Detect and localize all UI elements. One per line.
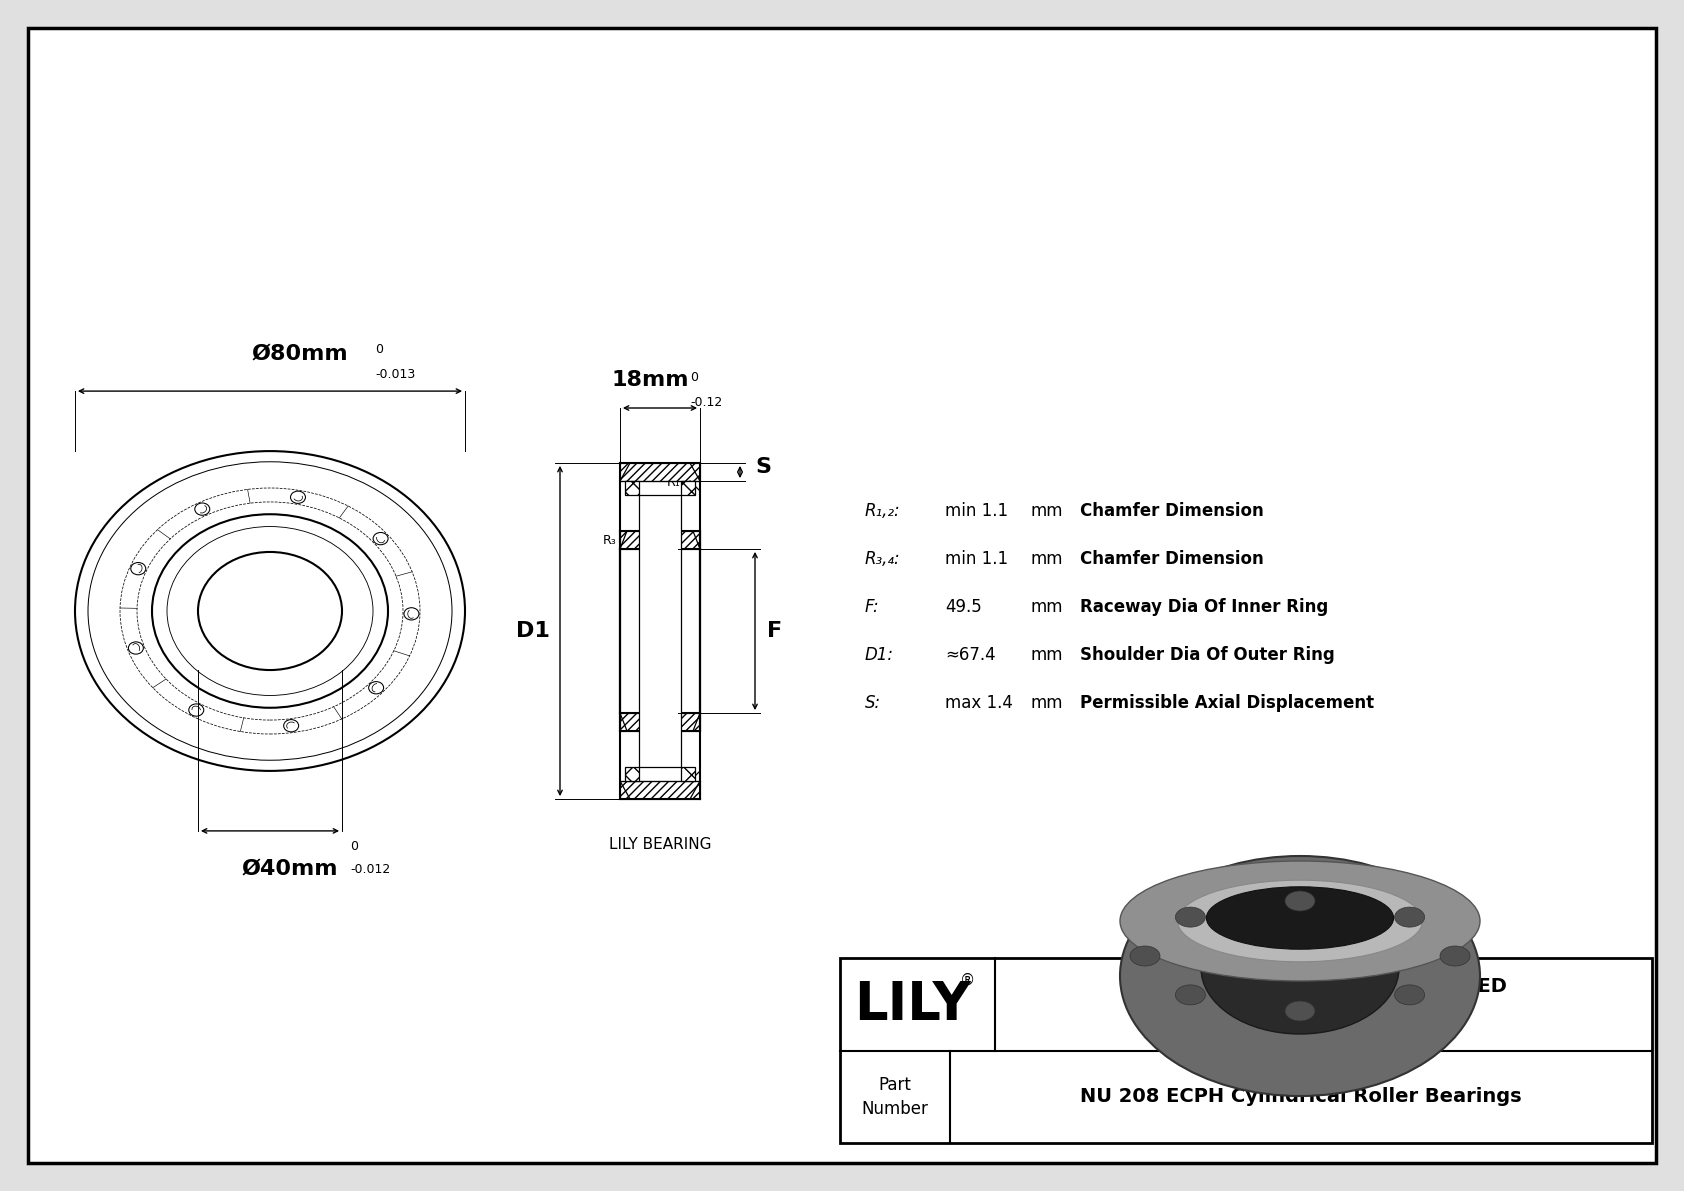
Ellipse shape — [1394, 985, 1425, 1005]
Text: Email: lilybearing@lily-bearing.com: Email: lilybearing@lily-bearing.com — [1187, 1012, 1460, 1028]
Text: SHANGHAI LILY BEARING LIMITED: SHANGHAI LILY BEARING LIMITED — [1140, 977, 1507, 996]
Text: -0.12: -0.12 — [690, 395, 722, 409]
Ellipse shape — [1130, 946, 1160, 966]
Ellipse shape — [1206, 885, 1394, 947]
Text: Shoulder Dia Of Outer Ring: Shoulder Dia Of Outer Ring — [1079, 646, 1335, 665]
Text: LILY BEARING: LILY BEARING — [608, 837, 711, 852]
Text: 0: 0 — [376, 343, 382, 356]
Bar — [620, 549, 701, 713]
Text: S:: S: — [866, 694, 881, 712]
Bar — [620, 531, 701, 549]
Ellipse shape — [1285, 1000, 1315, 1021]
Text: 49.5: 49.5 — [945, 598, 982, 616]
Text: R₄: R₄ — [621, 548, 637, 561]
Text: D1:: D1: — [866, 646, 894, 665]
Text: R₁,₂:: R₁,₂: — [866, 501, 901, 520]
Ellipse shape — [1394, 908, 1425, 927]
Text: R₂: R₂ — [657, 464, 670, 478]
Bar — [680, 767, 695, 781]
Text: Ø80mm: Ø80mm — [251, 343, 349, 363]
Bar — [638, 495, 680, 767]
Ellipse shape — [1175, 908, 1206, 927]
Text: Raceway Dia Of Inner Ring: Raceway Dia Of Inner Ring — [1079, 598, 1329, 616]
Text: Part
Number: Part Number — [862, 1077, 928, 1118]
Text: NU 208 ECPH Cylindrical Roller Bearings: NU 208 ECPH Cylindrical Roller Bearings — [1079, 1087, 1522, 1106]
Text: 0: 0 — [690, 372, 697, 384]
Text: ®: ® — [960, 973, 975, 989]
Bar — [625, 767, 638, 781]
Text: ≈67.4: ≈67.4 — [945, 646, 995, 665]
Text: max 1.4: max 1.4 — [945, 694, 1012, 712]
Text: Ø40mm: Ø40mm — [242, 859, 338, 879]
Bar — [840, 958, 1652, 1143]
Text: mm: mm — [1031, 646, 1063, 665]
Text: -0.012: -0.012 — [350, 863, 391, 875]
Text: R₁: R₁ — [667, 476, 680, 490]
Text: LILY: LILY — [854, 979, 972, 1030]
Ellipse shape — [1177, 880, 1423, 962]
Text: Chamfer Dimension: Chamfer Dimension — [1079, 501, 1263, 520]
Ellipse shape — [1120, 856, 1480, 1096]
Text: 18mm: 18mm — [611, 370, 689, 389]
Text: min 1.1: min 1.1 — [945, 550, 1009, 568]
Ellipse shape — [1120, 861, 1480, 981]
Text: F: F — [766, 621, 781, 641]
Text: mm: mm — [1031, 501, 1063, 520]
Bar — [541, 459, 780, 804]
Text: D1: D1 — [515, 621, 551, 641]
Text: min 1.1: min 1.1 — [945, 501, 1009, 520]
Text: F:: F: — [866, 598, 879, 616]
Text: 0: 0 — [350, 840, 359, 853]
Text: Chamfer Dimension: Chamfer Dimension — [1079, 550, 1263, 568]
Text: mm: mm — [1031, 598, 1063, 616]
Ellipse shape — [1206, 887, 1394, 949]
Text: -0.013: -0.013 — [376, 368, 416, 381]
Text: mm: mm — [1031, 694, 1063, 712]
Ellipse shape — [1175, 985, 1206, 1005]
Ellipse shape — [1440, 946, 1470, 966]
Ellipse shape — [1285, 891, 1315, 911]
Text: R₃: R₃ — [603, 534, 616, 547]
Text: Permissible Axial Displacement: Permissible Axial Displacement — [1079, 694, 1374, 712]
Ellipse shape — [1201, 902, 1399, 1034]
Bar — [620, 713, 701, 731]
Bar — [625, 481, 638, 495]
Text: mm: mm — [1031, 550, 1063, 568]
Text: R₃,₄:: R₃,₄: — [866, 550, 901, 568]
Bar — [680, 481, 695, 495]
Bar — [620, 463, 701, 481]
Bar — [620, 781, 701, 799]
Text: S: S — [754, 457, 771, 478]
